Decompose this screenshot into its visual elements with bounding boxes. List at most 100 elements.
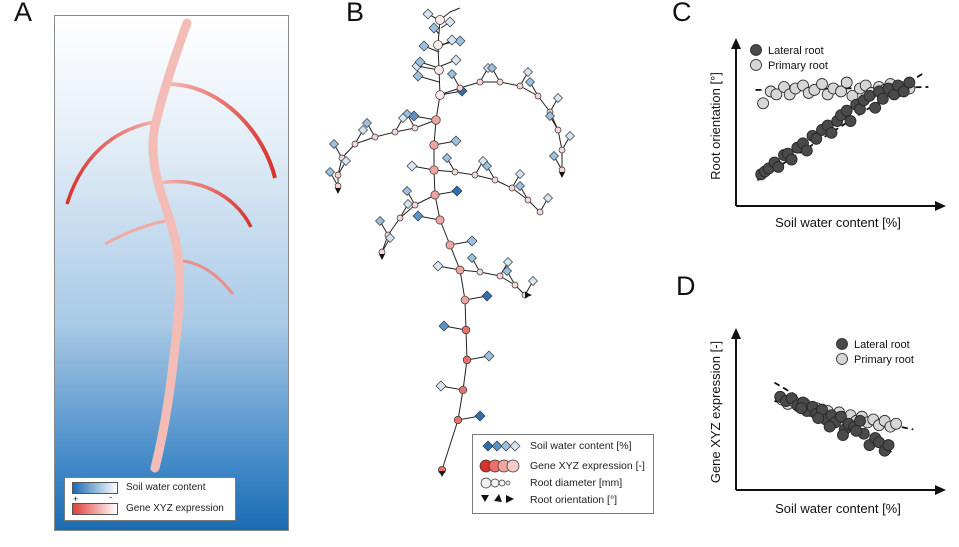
soil-water-node <box>341 156 351 166</box>
soil-water-node <box>325 167 335 177</box>
root-edge <box>449 7 461 13</box>
data-point-lateral-root <box>835 410 847 423</box>
data-point-lateral-root <box>812 412 825 424</box>
root-node <box>453 415 463 425</box>
soil-water-node <box>545 111 555 121</box>
soil-water-diamond-icons <box>482 440 521 452</box>
root-edge <box>454 171 476 176</box>
soil-water-node <box>358 125 368 135</box>
root-node <box>411 201 419 209</box>
soil-water-node <box>502 266 512 276</box>
root-node <box>411 124 419 132</box>
soil-water-node <box>528 276 538 286</box>
chart-d-y-label: Gene XYZ expression [-] <box>708 341 723 483</box>
root-tip-arrow <box>379 254 385 260</box>
root-edge <box>519 85 539 97</box>
data-point-lateral-root <box>897 85 910 98</box>
soil-water-node <box>444 16 456 28</box>
legend-label-lateral-root: Lateral root <box>768 45 824 57</box>
lateral-root-left-lower <box>104 219 166 246</box>
soil-water-node <box>483 350 495 362</box>
panel-label-a: A <box>14 0 33 27</box>
root-node <box>435 215 445 225</box>
panel-b-legend: Soil water content [%] Gene XYZ expressi… <box>472 434 654 514</box>
root-node <box>458 385 468 395</box>
root-node <box>554 126 562 134</box>
root-node <box>456 84 464 92</box>
legend-b-soil-label: Soil water content [%] <box>530 440 632 452</box>
soil-water-node <box>418 40 430 52</box>
root-node <box>396 214 404 222</box>
soil-water-node <box>438 320 450 332</box>
legend-label-lateral-root: Lateral root <box>854 339 910 351</box>
legend-soil-label: Soil water content <box>126 482 206 493</box>
soil-water-node <box>414 56 426 68</box>
data-point-primary-root <box>840 76 853 89</box>
root-tip-arrow <box>525 292 532 298</box>
soil-water-node <box>515 181 525 191</box>
soil-water-node <box>385 233 395 243</box>
root-node <box>476 78 484 86</box>
data-point-primary-root <box>816 78 828 90</box>
soil-water-node <box>398 113 408 123</box>
soil-water-node <box>447 69 457 79</box>
soil-water-node <box>481 290 493 302</box>
soil-water-node <box>446 34 458 46</box>
data-point-lateral-root <box>840 104 853 117</box>
soil-water-node <box>435 380 447 392</box>
data-point-primary-root <box>890 417 903 430</box>
data-point-lateral-root <box>844 115 857 127</box>
root-node <box>496 272 504 280</box>
soil-water-node <box>454 35 466 47</box>
root-node <box>460 295 470 305</box>
chart-c-axes <box>731 38 946 211</box>
root-node <box>534 92 542 100</box>
root-edge <box>387 217 401 236</box>
legend-b-gene-label: Gene XYZ expression [-] <box>530 460 645 472</box>
soil-water-node <box>523 67 533 77</box>
root-node <box>508 184 516 192</box>
panel-label-b: B <box>346 0 365 27</box>
panel-label-c: C <box>672 0 692 27</box>
legend-label-primary-root: Primary root <box>854 354 914 366</box>
root-system-illustration <box>65 18 277 473</box>
gene-expression-gradient-swatch <box>72 503 118 515</box>
data-point-primary-root <box>835 85 847 98</box>
root-tip-arrow <box>335 188 341 194</box>
root-node <box>371 133 379 141</box>
soil-water-node <box>329 139 339 149</box>
soil-water-node <box>450 135 462 147</box>
root-node <box>435 90 445 100</box>
soil-water-node <box>432 260 444 272</box>
legend-b-diameter-label: Root diameter [mm] <box>530 477 623 489</box>
soil-water-node <box>482 161 492 171</box>
legend-marker-primary-root <box>750 59 762 71</box>
data-point-lateral-root <box>810 132 823 145</box>
soil-water-node <box>442 153 452 163</box>
root-node <box>431 115 441 125</box>
data-point-primary-root <box>757 97 769 110</box>
root-node <box>435 15 445 25</box>
root-node <box>524 196 532 204</box>
data-point-lateral-root <box>800 144 813 157</box>
root-edge <box>374 131 396 138</box>
data-point-lateral-root <box>836 429 849 442</box>
soil-water-node <box>549 151 559 161</box>
root-node <box>516 82 524 90</box>
root-node <box>434 65 444 75</box>
root-edge <box>441 419 459 471</box>
root-edge <box>354 136 376 145</box>
root-node <box>451 168 459 176</box>
soil-water-node <box>487 63 497 73</box>
root-node <box>462 355 472 365</box>
panel-label-d: D <box>676 271 696 301</box>
data-point-lateral-root <box>785 153 798 166</box>
chart-d-axes <box>731 328 946 495</box>
root-node <box>429 140 439 150</box>
root-node <box>391 128 399 136</box>
chart-d-gene-expression: Lateral root Primary root Soil water cont… <box>708 328 946 516</box>
legend-gene-label: Gene XYZ expression <box>126 503 224 514</box>
root-orientation-arrow-icons <box>481 494 514 503</box>
root-node <box>429 165 439 175</box>
root-node <box>430 190 440 200</box>
